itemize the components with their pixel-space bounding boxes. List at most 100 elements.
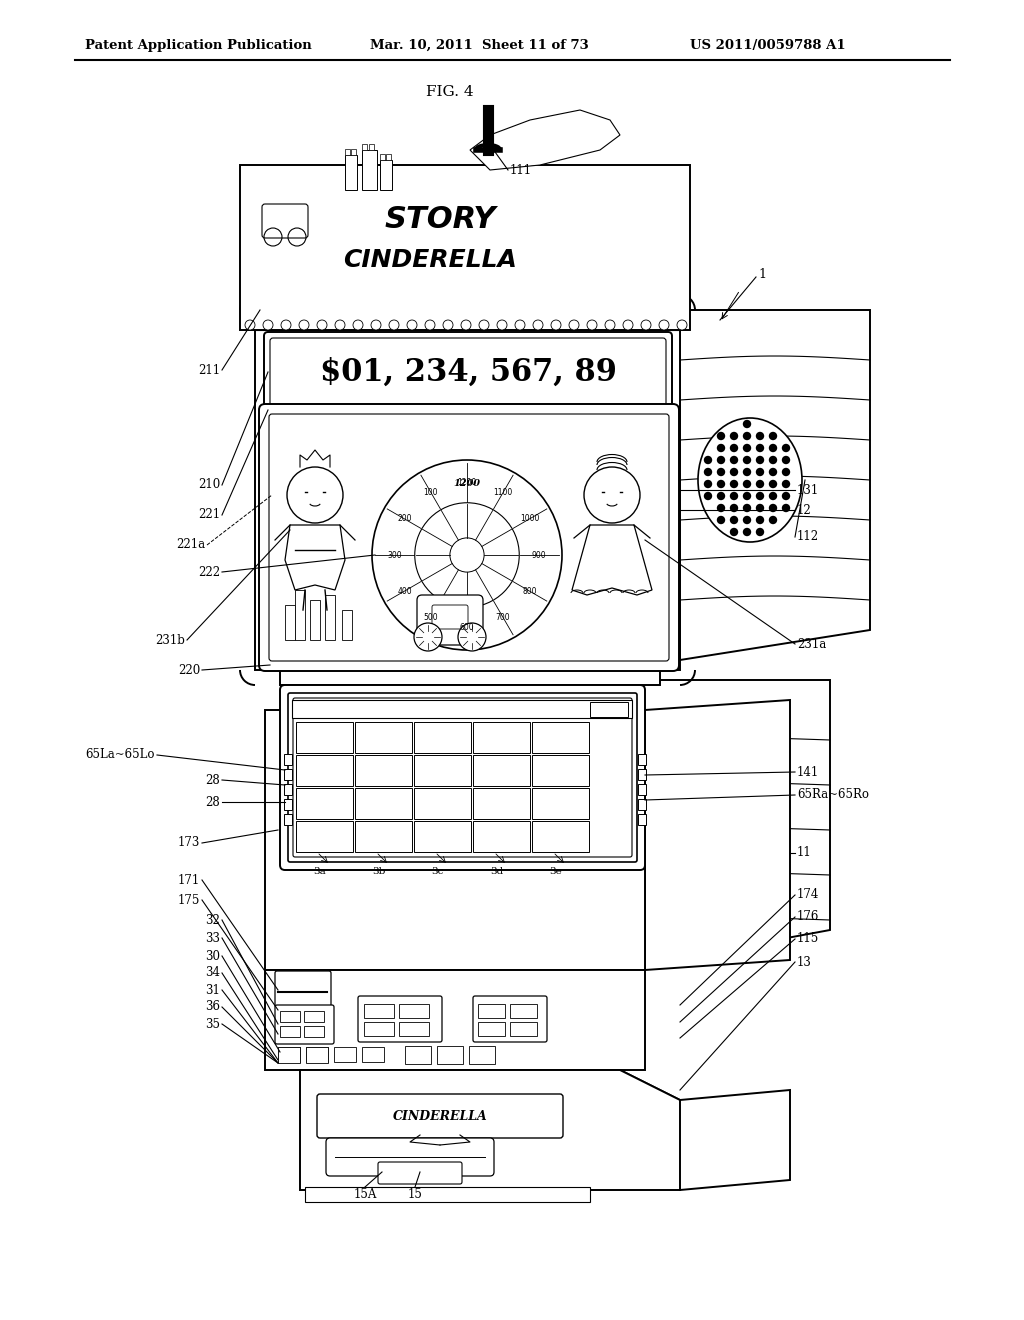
Circle shape bbox=[757, 480, 764, 487]
Circle shape bbox=[718, 480, 725, 487]
Polygon shape bbox=[280, 671, 660, 685]
FancyBboxPatch shape bbox=[378, 1162, 462, 1184]
Bar bbox=[306, 1047, 328, 1063]
Circle shape bbox=[743, 504, 751, 511]
Text: 111: 111 bbox=[510, 164, 532, 177]
Bar bbox=[284, 754, 292, 766]
Circle shape bbox=[743, 516, 751, 524]
Text: 600: 600 bbox=[460, 623, 474, 632]
Bar bbox=[284, 799, 292, 810]
Bar bbox=[638, 784, 646, 795]
Circle shape bbox=[497, 319, 507, 330]
Circle shape bbox=[335, 319, 345, 330]
Bar bbox=[362, 144, 367, 150]
Text: 141: 141 bbox=[797, 766, 819, 779]
Bar bbox=[532, 722, 589, 752]
Circle shape bbox=[757, 433, 764, 440]
Text: 15: 15 bbox=[408, 1188, 423, 1200]
Text: 3d: 3d bbox=[489, 867, 503, 876]
Circle shape bbox=[569, 319, 579, 330]
Text: 3a: 3a bbox=[313, 867, 326, 876]
Circle shape bbox=[641, 319, 651, 330]
Circle shape bbox=[677, 319, 687, 330]
FancyBboxPatch shape bbox=[473, 997, 547, 1041]
Bar bbox=[285, 605, 295, 640]
Text: 112: 112 bbox=[797, 531, 819, 544]
Bar bbox=[304, 1011, 324, 1022]
Bar bbox=[469, 1045, 495, 1064]
Circle shape bbox=[782, 480, 790, 487]
Circle shape bbox=[587, 319, 597, 330]
Circle shape bbox=[743, 469, 751, 475]
Text: 31: 31 bbox=[205, 983, 220, 997]
Bar bbox=[532, 788, 589, 818]
Circle shape bbox=[534, 319, 543, 330]
Bar bbox=[292, 700, 632, 718]
Circle shape bbox=[757, 492, 764, 499]
Text: 231b: 231b bbox=[155, 634, 185, 647]
Circle shape bbox=[263, 319, 273, 330]
Bar bbox=[414, 788, 471, 818]
Text: 35: 35 bbox=[205, 1018, 220, 1031]
Circle shape bbox=[371, 319, 381, 330]
Text: 1000: 1000 bbox=[520, 515, 540, 524]
Bar bbox=[414, 722, 471, 752]
Bar bbox=[325, 595, 335, 640]
Circle shape bbox=[353, 319, 362, 330]
Bar bbox=[364, 1005, 394, 1018]
Polygon shape bbox=[265, 710, 645, 970]
FancyBboxPatch shape bbox=[275, 1005, 334, 1044]
Text: 30: 30 bbox=[205, 949, 220, 962]
Circle shape bbox=[730, 492, 737, 499]
Text: 221a: 221a bbox=[176, 539, 205, 552]
Text: 65La~65Lo: 65La~65Lo bbox=[85, 748, 155, 762]
Circle shape bbox=[718, 469, 725, 475]
Circle shape bbox=[730, 504, 737, 511]
Circle shape bbox=[730, 516, 737, 524]
Circle shape bbox=[757, 504, 764, 511]
Circle shape bbox=[743, 421, 751, 428]
Text: 1: 1 bbox=[758, 268, 766, 281]
Text: STORY: STORY bbox=[384, 206, 496, 235]
Bar bbox=[399, 1005, 429, 1018]
Text: 175: 175 bbox=[177, 894, 200, 907]
Text: 173: 173 bbox=[177, 837, 200, 850]
Polygon shape bbox=[265, 970, 645, 1071]
Circle shape bbox=[443, 319, 453, 330]
Circle shape bbox=[743, 457, 751, 463]
Bar bbox=[278, 1047, 300, 1063]
Bar bbox=[278, 1047, 300, 1063]
Text: 36: 36 bbox=[205, 1001, 220, 1014]
Text: 220: 220 bbox=[178, 664, 200, 676]
Circle shape bbox=[389, 319, 399, 330]
Text: 700: 700 bbox=[496, 612, 510, 622]
Text: 34: 34 bbox=[205, 966, 220, 979]
Bar bbox=[355, 722, 412, 752]
Bar bbox=[369, 144, 374, 150]
Circle shape bbox=[730, 457, 737, 463]
Circle shape bbox=[757, 469, 764, 475]
Circle shape bbox=[730, 528, 737, 536]
Circle shape bbox=[769, 469, 776, 475]
Text: US 2011/0059788 A1: US 2011/0059788 A1 bbox=[690, 38, 846, 51]
Text: $01, 234, 567, 89: $01, 234, 567, 89 bbox=[319, 356, 616, 388]
Circle shape bbox=[623, 319, 633, 330]
Bar bbox=[437, 1045, 463, 1064]
Circle shape bbox=[372, 459, 562, 649]
Text: 28: 28 bbox=[205, 774, 220, 787]
FancyBboxPatch shape bbox=[280, 685, 645, 870]
Bar bbox=[473, 821, 530, 851]
Circle shape bbox=[769, 445, 776, 451]
Circle shape bbox=[782, 492, 790, 499]
Bar bbox=[473, 722, 530, 752]
Text: 210: 210 bbox=[198, 479, 220, 491]
Bar bbox=[406, 1045, 431, 1064]
Text: FIG. 4: FIG. 4 bbox=[426, 84, 474, 99]
Circle shape bbox=[769, 504, 776, 511]
Circle shape bbox=[782, 445, 790, 451]
Bar bbox=[342, 610, 352, 640]
Bar bbox=[296, 722, 353, 752]
Circle shape bbox=[782, 457, 790, 463]
Bar bbox=[364, 1022, 394, 1036]
Circle shape bbox=[317, 319, 327, 330]
